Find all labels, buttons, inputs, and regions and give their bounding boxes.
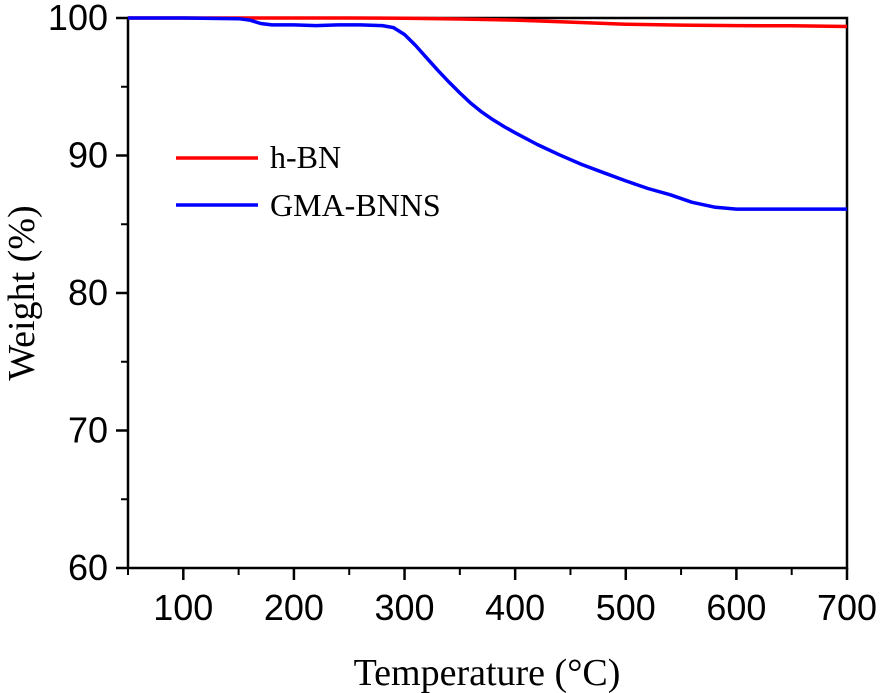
series-layer xyxy=(128,16,848,211)
x-tick-label: 200 xyxy=(264,587,324,628)
x-axis-ticks: 100 200 300 400 500 600 700 xyxy=(127,568,877,628)
x-axis-title: Temperature (°C) xyxy=(354,652,621,693)
x-tick-label: 600 xyxy=(706,587,766,628)
x-tick-label: 700 xyxy=(817,587,877,628)
y-tick-label: 70 xyxy=(68,410,108,451)
y-tick-label: 100 xyxy=(48,0,108,38)
x-tick-label: 100 xyxy=(153,587,213,628)
plot-frame xyxy=(126,16,849,570)
series-line-h-bn xyxy=(128,16,848,29)
y-tick-label: 80 xyxy=(68,272,108,313)
legend-label-h-bn: h-BN xyxy=(270,139,341,175)
y-tick-label: 60 xyxy=(68,547,108,588)
y-tick-label: 90 xyxy=(68,135,108,176)
y-axis-ticks: 60 70 80 90 100 xyxy=(48,0,128,588)
series-line-gma-bnns xyxy=(128,16,847,211)
x-tick-label: 300 xyxy=(374,587,434,628)
legend-label-gma-bnns: GMA-BNNS xyxy=(270,187,441,223)
x-tick-label: 500 xyxy=(596,587,656,628)
legend: h-BN GMA-BNNS xyxy=(176,139,441,223)
y-axis-title: Weight (%) xyxy=(1,205,43,380)
x-tick-label: 400 xyxy=(485,587,545,628)
